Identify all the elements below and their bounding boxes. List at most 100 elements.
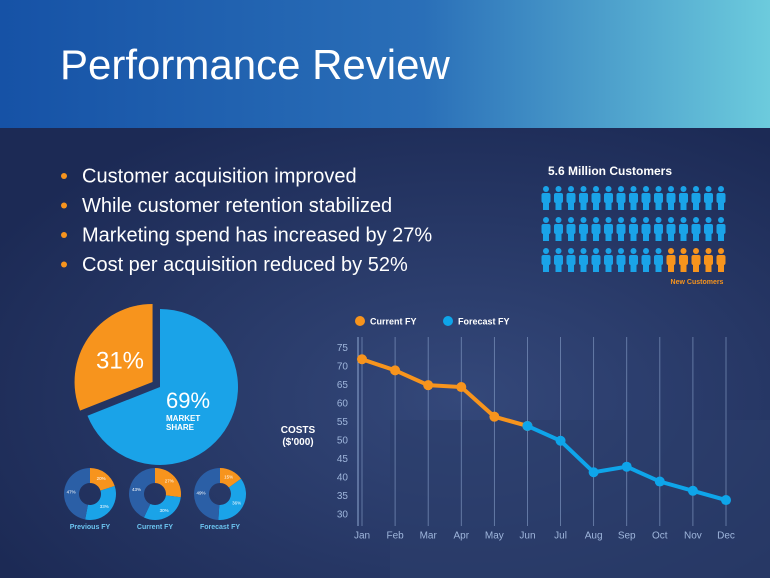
donut-name: Previous FY [69, 524, 111, 531]
series-marker [588, 467, 599, 478]
person-icon [641, 217, 651, 241]
series-marker [621, 461, 632, 472]
background-shape [390, 420, 770, 578]
icon-head [543, 217, 549, 223]
icon-legs [630, 233, 637, 241]
pie-label: MARKET SHARE [166, 414, 201, 432]
person-icon [579, 248, 588, 272]
person-icon [541, 186, 551, 210]
x-tick-label: May [485, 531, 504, 542]
x-tick-label: Jun [519, 531, 535, 542]
donut-segment [218, 478, 246, 520]
icon-legs [568, 264, 574, 272]
donut-segment [63, 468, 90, 520]
icon-legs [618, 233, 624, 241]
icon-head [630, 186, 637, 192]
icon-head [618, 186, 624, 192]
icon-body [566, 255, 576, 265]
icon-head [605, 217, 612, 223]
icon-body [679, 255, 688, 265]
icon-head [643, 248, 649, 254]
x-tick-label: Sep [618, 531, 636, 542]
icon-legs [718, 202, 724, 210]
icon-legs [668, 264, 674, 272]
icon-head [555, 186, 562, 192]
icon-body [554, 193, 563, 203]
donut-label: 27% [165, 479, 174, 484]
y-tick-label: 75 [337, 343, 349, 354]
icon-legs [655, 233, 662, 241]
icon-legs [543, 264, 549, 272]
y-tick-label: 40 [337, 472, 349, 483]
icon-body [704, 193, 713, 203]
person-icon [641, 248, 651, 272]
icon-legs [618, 264, 624, 272]
icon-body [716, 224, 726, 234]
person-icon [704, 217, 713, 241]
series-marker [654, 476, 665, 487]
icon-body [579, 255, 588, 265]
donut-name: Current FY [136, 524, 174, 531]
icon-body [554, 224, 563, 234]
icon-legs [705, 202, 712, 210]
y-axis-label: COSTS ($'000) [280, 425, 316, 448]
donut-label: 43% [132, 487, 141, 492]
person-icon [541, 248, 551, 272]
y-tick-label: 65 [337, 380, 349, 391]
person-icon [654, 248, 663, 272]
icon-head [580, 186, 587, 192]
icon-body [541, 224, 551, 234]
icon-body [616, 255, 626, 265]
icon-body [629, 255, 638, 265]
person-icon [704, 248, 713, 272]
icon-head [705, 186, 712, 192]
person-icon [554, 248, 563, 272]
person-icon [629, 217, 638, 241]
person-icon [616, 248, 626, 272]
pie-slice [74, 303, 153, 411]
icon-head [630, 217, 637, 223]
icon-legs [568, 202, 574, 210]
icon-legs [543, 233, 549, 241]
icon-head [593, 186, 599, 192]
person-icon [579, 186, 588, 210]
donut-label: 49% [197, 491, 206, 496]
icon-head [668, 248, 674, 254]
person-icon [566, 186, 576, 210]
icon-head [680, 217, 687, 223]
person-icon [679, 186, 688, 210]
icon-body [654, 255, 663, 265]
donut-label: 36% [232, 500, 241, 505]
person-icon [591, 186, 601, 210]
icon-legs [680, 264, 687, 272]
person-icon [591, 248, 601, 272]
icon-legs [643, 202, 649, 210]
icon-body [666, 255, 676, 265]
person-icon [566, 248, 576, 272]
icon-legs [555, 202, 562, 210]
icon-legs [655, 202, 662, 210]
icon-head [605, 248, 612, 254]
icon-body [629, 193, 638, 203]
y-tick-label: 45 [337, 454, 349, 465]
icon-body [541, 193, 551, 203]
icon-legs [693, 202, 699, 210]
icon-head [618, 217, 624, 223]
x-tick-label: Apr [453, 531, 469, 542]
icon-body [579, 193, 588, 203]
donut-label: 47% [67, 489, 76, 494]
person-icon [654, 217, 663, 241]
header [0, 0, 770, 128]
icon-legs [668, 233, 674, 241]
person-icon [554, 217, 563, 241]
icon-body [641, 255, 651, 265]
icon-body [654, 224, 663, 234]
icon-body [629, 224, 638, 234]
x-tick-label: Aug [585, 531, 603, 542]
x-tick-label: Jan [354, 531, 370, 542]
icon-body [641, 193, 651, 203]
icon-legs [580, 264, 587, 272]
x-tick-label: Nov [684, 531, 702, 542]
icon-legs [618, 202, 624, 210]
